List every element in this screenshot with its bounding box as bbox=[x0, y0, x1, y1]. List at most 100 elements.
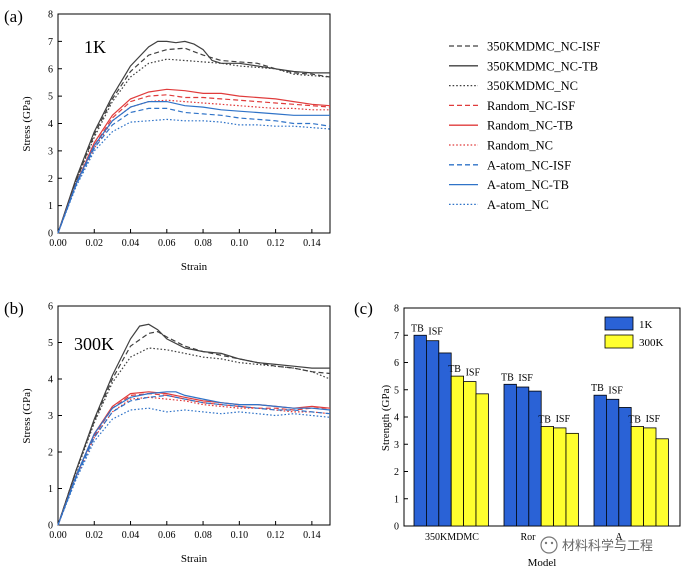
bar-random-300k-1 bbox=[553, 427, 567, 527]
watermark: 材料科学与工程 bbox=[540, 536, 653, 554]
chart-b-xlabel: Strain bbox=[181, 553, 208, 565]
chart-a-ytick-label: 4 bbox=[48, 119, 53, 130]
chart-a-ytick-label: 7 bbox=[48, 37, 53, 48]
chart-b-ytick-label: 4 bbox=[48, 375, 53, 386]
chart-a-ytick-label: 6 bbox=[48, 64, 53, 75]
chart-a-ytick-label: 3 bbox=[48, 146, 53, 157]
panel-label-b: (b) bbox=[4, 299, 24, 318]
chart-a-xtick-label: 0.12 bbox=[267, 238, 285, 249]
legend-label: A-atom_NC bbox=[487, 198, 549, 212]
bar-label: TB bbox=[538, 415, 551, 426]
chart-a-series-a-atom-nc-isf bbox=[57, 107, 331, 234]
chart-b-series-random-nc bbox=[57, 396, 331, 526]
bar-label: ISF bbox=[556, 414, 571, 425]
chart-a-ytick-label: 0 bbox=[48, 229, 53, 240]
chart-b-xtick-label: 0.10 bbox=[231, 530, 249, 541]
bar-random-1k-2 bbox=[528, 390, 542, 527]
chart-a-xlabel: Strain bbox=[181, 261, 208, 273]
chart-c-strength-bars: 0 1 2 3 4 5 6 7 8 350KMDMC Ror A TB ISF TB ISF TB ISF TB I… bbox=[380, 304, 681, 569]
bar-label: TB bbox=[411, 323, 424, 334]
chart-b-ytick-label: 0 bbox=[48, 521, 53, 532]
chart-b-xtick-label: 0.08 bbox=[194, 530, 212, 541]
chart-a-series-350kmdmc-nc bbox=[57, 58, 331, 234]
chart-c-legend-swatch bbox=[604, 316, 634, 331]
bar-label: ISF bbox=[518, 373, 533, 384]
chart-c-ytick-label: 3 bbox=[394, 440, 399, 451]
chart-a-series-a-atom-nc-tb bbox=[57, 101, 330, 234]
chart-b-temperature-label: 300K bbox=[74, 334, 114, 354]
bar-label: TB bbox=[628, 415, 641, 426]
bar-350kmdmc-1k-2 bbox=[438, 352, 452, 527]
chart-b-ytick-label: 3 bbox=[48, 411, 53, 422]
bar-a-atom-300k-2 bbox=[655, 438, 669, 527]
chart-c-ytick-label: 8 bbox=[394, 304, 399, 315]
chart-a-xtick-label: 0.00 bbox=[49, 238, 67, 249]
chart-a-xtick-label: 0.04 bbox=[122, 238, 140, 249]
chart-b-series-350kmdmc-nc-tb bbox=[57, 323, 330, 526]
chart-c-category-label: 350KMDMC bbox=[425, 532, 479, 543]
legend-label: A-atom_NC-TB bbox=[487, 178, 569, 192]
legend: 350KMDMC_NC-ISF 350KMDMC_NC-TB 350KMDMC_NC… bbox=[449, 40, 600, 212]
chart-b-300k: 0.00 0.02 0.04 0.06 0.08 0.10 0.12 0.140123456 … bbox=[21, 302, 331, 565]
chart-c-ytick-label: 1 bbox=[394, 494, 399, 505]
chart-c-legend-label: 1K bbox=[639, 319, 653, 331]
chart-a-ytick-label: 5 bbox=[48, 92, 53, 103]
chart-b-xtick-label: 0.00 bbox=[49, 530, 67, 541]
chart-c-legend-swatch bbox=[604, 334, 634, 349]
panel-label-a: (a) bbox=[4, 7, 23, 26]
chart-b-series-a-atom-nc-tb bbox=[57, 391, 331, 526]
chart-a-ytick-label: 1 bbox=[48, 201, 53, 212]
chart-b-series-a-atom-nc-isf bbox=[57, 394, 331, 526]
chart-a-xtick-label: 0.02 bbox=[86, 238, 104, 249]
bar-random-1k-1 bbox=[516, 386, 530, 527]
legend-label: Random_NC-TB bbox=[487, 119, 573, 133]
bar-a-atom-1k-0 bbox=[593, 394, 607, 527]
chart-a-ytick-label: 8 bbox=[48, 10, 53, 21]
chart-b-ytick-label: 2 bbox=[48, 448, 53, 459]
chart-a-series-350kmdmc-nc-tb bbox=[57, 40, 330, 234]
chart-a-xtick-label: 0.14 bbox=[303, 238, 321, 249]
chart-b-ytick-label: 6 bbox=[48, 302, 53, 313]
bar-random-300k-2 bbox=[565, 432, 579, 527]
bar-350kmdmc-1k-0 bbox=[413, 334, 427, 527]
chart-a-series-random-nc-isf bbox=[57, 94, 331, 234]
chart-b-ylabel: Stress (GPa) bbox=[21, 388, 33, 444]
chart-a-series-350kmdmc-nc-isf bbox=[57, 47, 331, 234]
bar-a-atom-1k-1 bbox=[606, 398, 620, 527]
chart-c-xlabel: Model bbox=[528, 557, 557, 569]
legend-label: 350KMDMC_NC bbox=[487, 79, 578, 93]
chart-a-temperature-label: 1K bbox=[84, 37, 106, 57]
chart-c-ytick-label: 5 bbox=[394, 385, 399, 396]
chart-b-xtick-label: 0.14 bbox=[303, 530, 321, 541]
legend-label: Random_NC bbox=[487, 139, 553, 153]
chart-c-ytick-label: 7 bbox=[394, 331, 399, 342]
chart-b-xtick-label: 0.12 bbox=[267, 530, 285, 541]
bar-label: ISF bbox=[646, 414, 661, 425]
chart-b-xtick-label: 0.02 bbox=[86, 530, 104, 541]
bar-a-atom-300k-0 bbox=[630, 426, 645, 527]
bar-350kmdmc-300k-0 bbox=[450, 375, 465, 527]
bar-label: ISF bbox=[466, 368, 481, 379]
bar-label: ISF bbox=[608, 385, 623, 396]
watermark-text: 材料科学与工程 bbox=[562, 538, 653, 554]
chart-b-xtick-label: 0.06 bbox=[158, 530, 176, 541]
chart-a-xtick-label: 0.10 bbox=[231, 238, 249, 249]
legend-label: 350KMDMC_NC-TB bbox=[487, 59, 598, 73]
chart-b-series-350kmdmc-nc bbox=[57, 347, 331, 526]
chart-c-legend-label: 300K bbox=[639, 337, 664, 349]
wechat-icon bbox=[540, 536, 558, 554]
chart-b-xtick-label: 0.04 bbox=[122, 530, 140, 541]
wechat-icon-eye-right bbox=[550, 541, 554, 545]
chart-c-category-label: Ror bbox=[521, 532, 537, 543]
chart-c-ytick-label: 6 bbox=[394, 358, 399, 369]
chart-a-ylabel: Stress (GPa) bbox=[21, 96, 33, 152]
wechat-icon-eye-left bbox=[544, 541, 548, 545]
bar-label: ISF bbox=[428, 327, 443, 338]
legend-label: Random_NC-ISF bbox=[487, 99, 575, 113]
bar-label: TB bbox=[448, 364, 461, 375]
bar-random-300k-0 bbox=[540, 426, 555, 527]
chart-c-ytick-label: 2 bbox=[394, 467, 399, 478]
legend-label: A-atom_NC-ISF bbox=[487, 158, 571, 172]
chart-c-category-label: A bbox=[615, 532, 623, 543]
